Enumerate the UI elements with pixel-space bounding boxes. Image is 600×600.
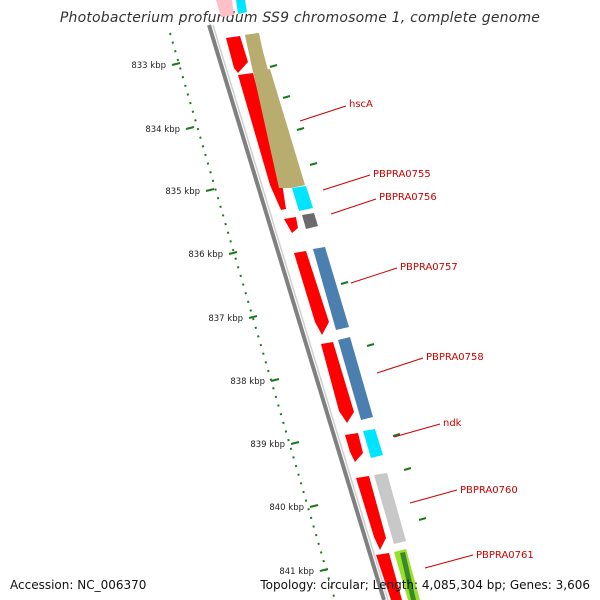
cds-feature-hscA-2 — [238, 73, 286, 210]
kbp-tick-label: 836 kbp — [188, 250, 223, 260]
gene-label: hscA — [349, 99, 373, 110]
kbp-tick-label: 838 kbp — [230, 377, 265, 387]
kbp-tick — [228, 251, 238, 255]
gene-labels: hscA PBPRA0755 PBPRA0756 PBPRA0757 PBPRA0758… — [299, 99, 534, 569]
gene-label-leader — [350, 267, 398, 284]
cds-feature-PBPRA0757 — [294, 251, 329, 335]
accession-label: Accession: NC_006370 — [10, 578, 147, 592]
cog-feature — [236, 0, 247, 14]
kbp-tick-label: 839 kbp — [250, 440, 285, 450]
kbp-tick-label: 834 kbp — [145, 125, 180, 135]
gene-label-leader — [393, 423, 441, 438]
cds-feature-PBPRA0761 — [376, 553, 402, 600]
gene-label: PBPRA0761 — [476, 550, 534, 561]
gene-label-leader — [424, 554, 474, 569]
cog-feature-PBPRA0761-b — [400, 552, 416, 600]
kbp-tick-label: 837 kbp — [208, 314, 243, 324]
cog-feature-hscA-b — [245, 33, 268, 72]
gene-label: PBPRA0756 — [379, 192, 437, 203]
cds-feature-ndk — [345, 433, 363, 462]
cog-feature-PBPRA0760 — [374, 473, 406, 544]
gene-tracks — [216, 0, 420, 600]
backbone-line — [207, 24, 386, 600]
kbp-tick — [185, 126, 195, 130]
kbp-tick-label: 841 kbp — [279, 567, 314, 577]
summary-label: Topology: circular; Length: 4,085,304 bp… — [260, 578, 590, 592]
kbp-tick-label: 835 kbp — [165, 187, 200, 197]
backbone-shadow — [212, 24, 389, 600]
kbp-tick — [171, 62, 181, 66]
cog-feature-ndk — [363, 429, 383, 458]
cds-feature-PBPRA0756 — [284, 217, 298, 233]
cds-feature — [216, 0, 234, 17]
gene-label-leader — [376, 357, 424, 374]
kbp-tick — [319, 568, 329, 572]
gene-label: PBPRA0757 — [400, 262, 458, 273]
gene-label: PBPRA0758 — [426, 352, 484, 363]
kbp-tick-marks: 833 kbp 834 kbp 835 kbp 836 kbp 837 kbp 838 k… — [131, 61, 329, 577]
cog-feature-PBPRA0757 — [313, 247, 349, 330]
gene-label: PBPRA0760 — [460, 485, 518, 496]
map-title: Photobacterium profundum SS9 chromosome … — [59, 10, 541, 26]
cds-feature-hscA-1 — [226, 36, 248, 73]
kbp-tick — [290, 441, 300, 445]
gene-label-leader — [299, 105, 347, 122]
cog-feature-PBPRA0758 — [338, 337, 373, 420]
cog-feature-hscA-c — [257, 69, 305, 188]
kbp-tick — [205, 188, 215, 192]
kbp-tick — [309, 504, 319, 508]
gene-label-leader — [409, 489, 458, 504]
kbp-tick — [270, 378, 280, 382]
cog-feature-PBPRA0756 — [302, 213, 318, 229]
gene-ticks — [269, 64, 427, 521]
gene-label: ndk — [443, 418, 462, 429]
gene-label-leader — [322, 174, 371, 191]
cds-feature-PBPRA0758 — [321, 342, 354, 423]
kbp-tick-label: 840 kbp — [269, 503, 304, 513]
cog-feature-PBPRA0755 — [292, 186, 313, 211]
gene-label-leader — [330, 198, 377, 215]
cds-feature-PBPRA0760 — [356, 476, 386, 550]
gene-label: PBPRA0755 — [373, 169, 431, 180]
kbp-tick-label: 833 kbp — [131, 61, 166, 71]
kbp-tick — [248, 315, 258, 319]
